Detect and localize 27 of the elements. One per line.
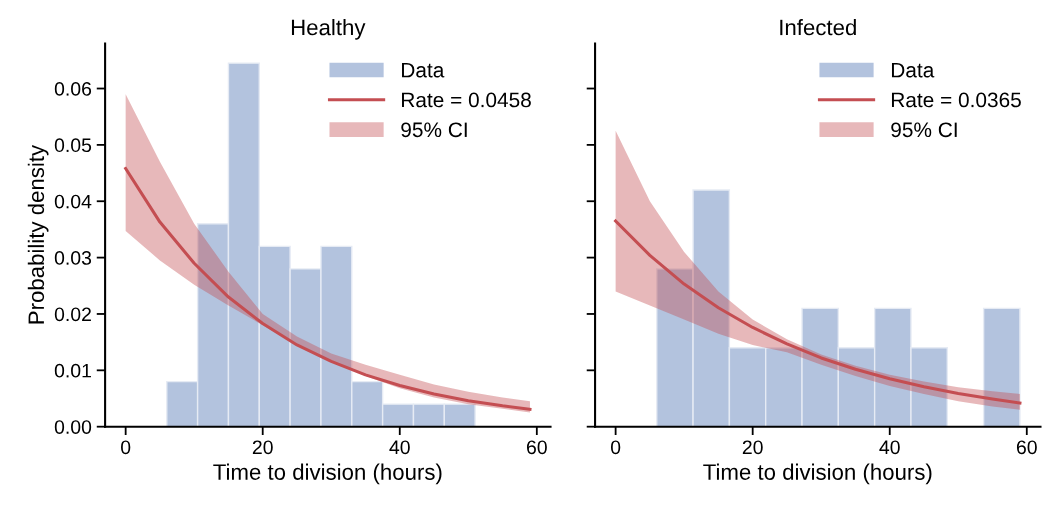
x-axis-title: Time to division (hours) <box>703 463 932 485</box>
x-tick-label: 0 <box>610 440 621 455</box>
annotation: 95% CI <box>401 122 467 138</box>
y-tick-label: 0.06 <box>54 81 92 96</box>
y-tick-label: 0.05 <box>54 138 92 153</box>
y-tick-label: 0.01 <box>54 363 91 378</box>
x-tick-label: 60 <box>1016 440 1037 455</box>
legend-label: Data <box>402 62 445 78</box>
x-axis-title: Time to division (hours) <box>213 463 442 485</box>
x-tick-label: 20 <box>252 440 273 455</box>
y-tick-label: 0.02 <box>54 307 91 322</box>
chart-title: Healthy <box>291 19 366 40</box>
legend-label: Data <box>891 62 935 78</box>
x-tick-label: 20 <box>742 440 763 455</box>
y-tick-label: 0.03 <box>54 251 92 265</box>
legend-label: Rate = 0.0458 <box>402 92 531 108</box>
x-tick-label: 0 <box>121 440 131 455</box>
legend-label: Rate = 0.0365 <box>891 92 1021 108</box>
x-tick-label: 60 <box>526 440 547 455</box>
x-tick-label: 40 <box>879 440 900 455</box>
y-axis-title: Probability density <box>27 144 49 324</box>
annotation: 95% CI <box>891 122 957 138</box>
y-tick-label: 0.00 <box>54 420 92 434</box>
y-tick-label: 0.04 <box>54 194 92 209</box>
line-series <box>124 167 532 411</box>
chart-title: Infected <box>780 19 856 36</box>
x-tick-label: 40 <box>389 440 410 455</box>
